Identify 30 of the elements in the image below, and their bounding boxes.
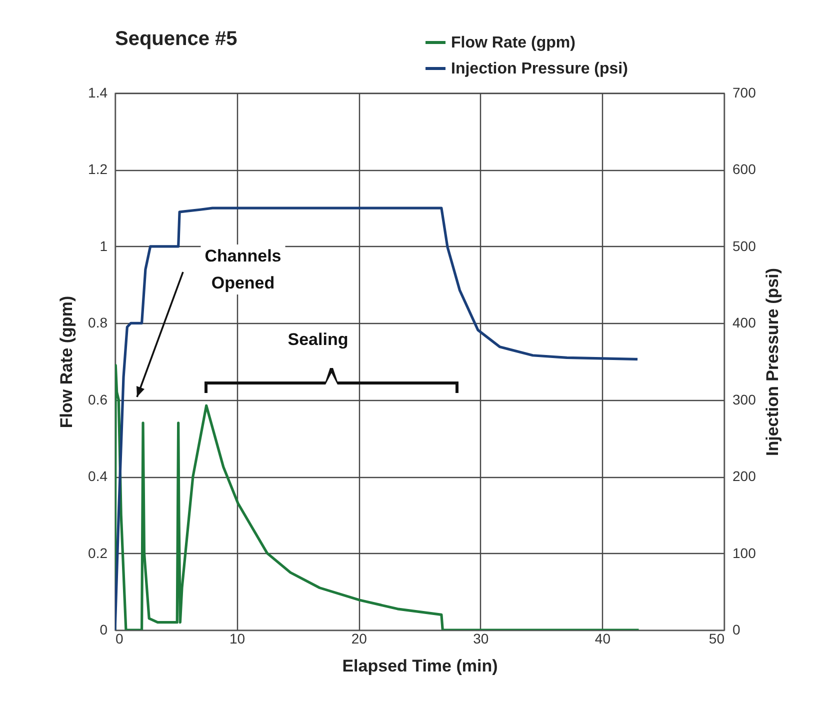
line-series (115, 206, 639, 630)
y2-tick-label: 600 (732, 161, 756, 178)
x-tick-label: 20 (351, 630, 368, 646)
y-tick-label: 0.8 (88, 314, 108, 331)
y-tick-label: 0.6 (88, 391, 108, 408)
x-tick-label: 0 (116, 630, 124, 646)
legend-label: Flow Rate (gpm) (451, 34, 576, 52)
y-axis-title: Flow Rate (gpm) (57, 296, 76, 428)
y-tick-label: 1.4 (88, 84, 108, 100)
y2-axis-title: Injection Pressure (psi) (762, 268, 782, 456)
x-tick-label: 10 (230, 630, 246, 646)
y2-tick-label: 300 (732, 391, 756, 408)
y2-tick-label: 700 (732, 84, 756, 100)
y2-tick-label: 400 (732, 314, 756, 331)
x-tick-label: 50 (708, 630, 725, 646)
y2-tick-label: 500 (732, 238, 756, 254)
chart-title: Sequence #5 (115, 28, 238, 50)
legend-label: Injection Pressure (psi) (451, 60, 628, 78)
y-tick-label: 0.2 (88, 544, 108, 561)
y-tick-label: 1 (100, 238, 108, 254)
annotation: Sealing (288, 330, 348, 349)
x-axis-title: Elapsed Time (min) (342, 656, 498, 676)
y-tick-label: 1.2 (88, 161, 108, 178)
annotation: Channels Opened (204, 246, 282, 292)
y2-tick-label: 200 (732, 468, 756, 484)
y2-tick-label: 100 (732, 544, 756, 561)
x-tick-label: 40 (594, 630, 611, 646)
y-tick-label: 0.4 (88, 468, 108, 484)
x-tick-label: 30 (473, 630, 489, 646)
line-series (115, 364, 640, 630)
